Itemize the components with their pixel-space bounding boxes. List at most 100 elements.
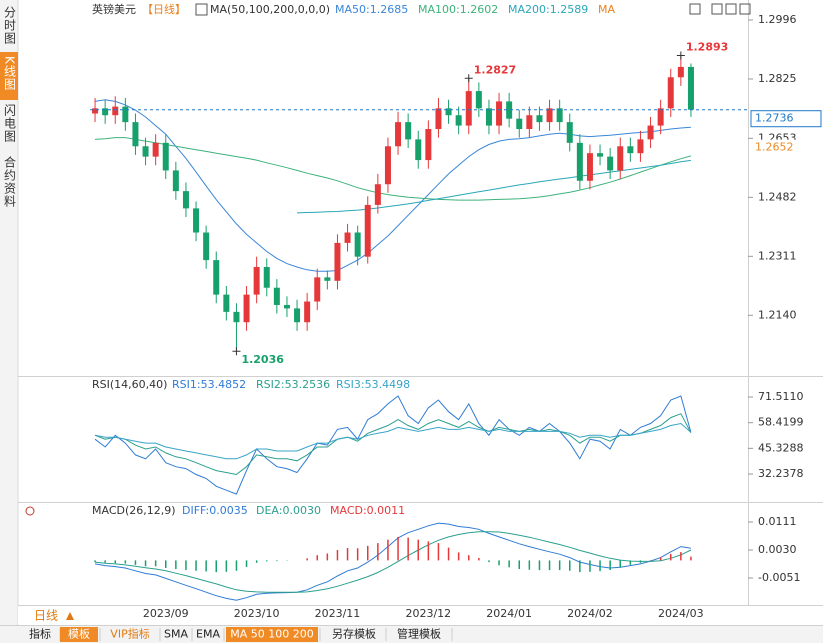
- candle-body: [597, 153, 604, 157]
- candle-body: [617, 146, 624, 171]
- toolbar-item[interactable]: VIP指标: [110, 627, 149, 641]
- candle-body: [637, 139, 644, 154]
- macd-settings-icon[interactable]: [25, 506, 35, 516]
- sidebar-tab[interactable]: 分时图: [3, 6, 17, 45]
- y-tick-label: 1.2482: [758, 190, 797, 203]
- extreme-label: 1.2893: [686, 41, 728, 54]
- candle-body: [112, 106, 119, 116]
- icon-zoom[interactable]: [711, 3, 723, 15]
- candle-body: [485, 108, 492, 126]
- toolbar-item[interactable]: 管理模板: [397, 627, 441, 641]
- legend-entry: DEA:0.0030: [256, 504, 321, 517]
- candle-body: [132, 122, 139, 147]
- candle-body: [425, 129, 432, 161]
- candle-body: [516, 118, 523, 130]
- toolbar-item[interactable]: 指标: [29, 627, 51, 641]
- candle-body: [294, 308, 301, 323]
- candle-body: [687, 66, 694, 110]
- period-arrow[interactable]: [66, 612, 74, 620]
- y-tick-label: 58.4199: [758, 416, 804, 429]
- candle-body: [253, 267, 260, 295]
- indicator-line: [94, 413, 692, 476]
- y-tick-label: 1.2825: [758, 72, 797, 85]
- candle-body: [122, 106, 129, 123]
- indicator-icon[interactable]: [195, 3, 208, 16]
- extreme-marker: [676, 51, 685, 60]
- toolbar-item[interactable]: 模板: [68, 627, 90, 641]
- candle-body: [627, 146, 634, 154]
- indicator-title: MACD(26,12,9): [92, 504, 176, 517]
- candle-body: [607, 156, 614, 171]
- period-button[interactable]: 日线: [34, 609, 58, 623]
- candle-body: [263, 267, 270, 288]
- extreme-label: 1.2036: [241, 353, 284, 366]
- indicator-line: [94, 422, 692, 460]
- candle-body: [162, 142, 169, 171]
- y-tick-label: 32.2378: [758, 467, 804, 480]
- candle-body: [92, 108, 99, 114]
- candle-body: [152, 142, 159, 157]
- y-tick-label: 71.5110: [758, 390, 804, 403]
- candle-body: [475, 91, 482, 109]
- candle-body: [384, 146, 391, 185]
- y-tick-label: 45.3288: [758, 441, 804, 454]
- toolbar-item[interactable]: MA 50 100 200: [230, 628, 314, 641]
- sidebar-tab[interactable]: 闪电图: [3, 104, 17, 143]
- y-tick-label: 1.2311: [758, 249, 797, 262]
- candle-body: [203, 232, 210, 261]
- sidebar: [0, 0, 18, 643]
- toolbar-item[interactable]: 另存模板: [332, 627, 376, 641]
- icon-export[interactable]: [725, 3, 737, 15]
- indicator-line: [94, 137, 692, 201]
- sidebar-tab[interactable]: 合约资料: [3, 155, 17, 208]
- candle-body: [445, 108, 452, 116]
- candle-body: [213, 260, 220, 295]
- extreme-marker: [232, 347, 241, 356]
- x-tick-label: 2023/10: [234, 607, 280, 620]
- indicator-line: [296, 159, 691, 214]
- icon-grid[interactable]: [689, 3, 701, 15]
- candle-body: [647, 125, 654, 140]
- x-tick-label: 2023/12: [405, 607, 451, 620]
- toolbar-active-bg: [226, 627, 318, 642]
- candle-body: [314, 277, 321, 302]
- indicator-line: [94, 99, 691, 272]
- candle-body: [506, 101, 513, 119]
- y-tick-label: 1.2140: [758, 308, 797, 321]
- legend-entry: DIFF:0.0035: [182, 504, 248, 517]
- toolbar-item[interactable]: EMA: [196, 628, 220, 641]
- candle-body: [283, 304, 290, 309]
- sidebar-tab[interactable]: K线图: [3, 56, 17, 91]
- legend-entry: RSI3:53.4498: [336, 378, 410, 391]
- candle-body: [172, 170, 179, 192]
- symbol: 英镑美元: [92, 2, 136, 16]
- candle-body: [243, 294, 250, 323]
- candle-body: [193, 208, 200, 233]
- candle-body: [415, 139, 422, 161]
- ma-tail: MA: [598, 3, 615, 16]
- toolbar: [0, 625, 823, 643]
- price-tag: 1.2652: [755, 141, 794, 154]
- candle-body: [536, 115, 543, 123]
- indicator-line: [94, 531, 692, 593]
- candle-body: [142, 146, 149, 157]
- candle-body: [586, 153, 593, 181]
- period: 【日线】: [142, 2, 186, 16]
- extreme-marker: [464, 74, 473, 83]
- icon-close[interactable]: [739, 3, 751, 15]
- indicator-line: [94, 522, 691, 601]
- legend-entry: MA100:1.2602: [418, 3, 498, 16]
- toolbar-item[interactable]: SMA: [164, 628, 188, 641]
- candle-body: [102, 108, 109, 116]
- toolbar-active-bg: [60, 627, 98, 642]
- y-tick-label: 0.0111: [758, 515, 797, 528]
- candle-body: [273, 287, 280, 305]
- price-tag: 1.2736: [755, 112, 794, 125]
- x-tick-label: 2023/11: [315, 607, 361, 620]
- candle-body: [556, 108, 563, 123]
- candle-body: [576, 142, 583, 181]
- candle-body: [496, 101, 503, 126]
- indicator-line: [94, 395, 692, 495]
